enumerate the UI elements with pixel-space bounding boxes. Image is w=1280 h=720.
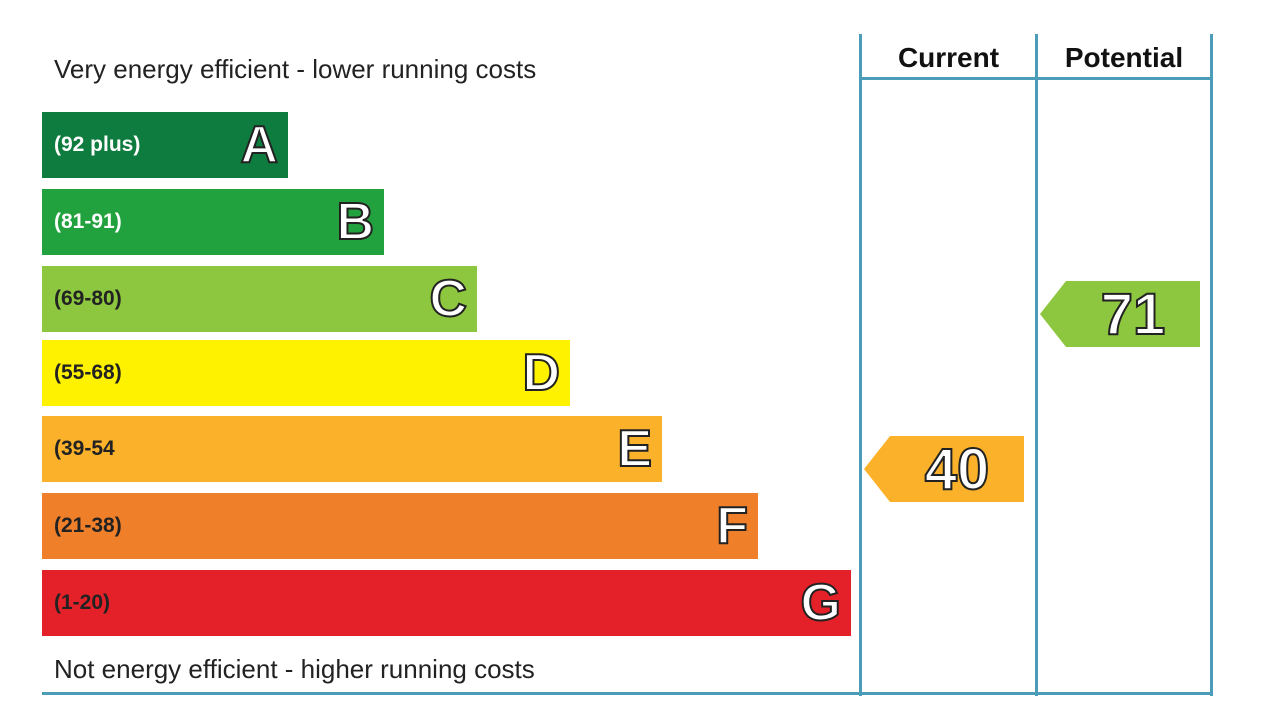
potential-header: Potential [1064,42,1184,73]
arrow-polygon [864,436,1024,502]
divider-right [1210,34,1213,696]
band-a: (92 plus) A [42,112,288,178]
band-b: (81-91) B [42,189,384,255]
arrow-potential: 71 [1040,281,1200,348]
band-range-label: (55-68) [54,361,122,384]
current-header: Current [897,42,1000,73]
band-range-label: (1-20) [54,591,111,614]
arrow-shape [1040,281,1200,347]
divider-left [859,34,862,696]
band-letter: G [800,573,842,633]
band-e: (39-54 E [42,416,662,482]
band-f: (21-38) F [42,493,758,559]
top-caption: Very energy efficient - lower running co… [54,54,537,84]
current-rating-value: 40 [924,436,991,503]
band-range-label: (39-54 [54,437,115,460]
band-letter: E [616,419,653,479]
arrow-polygon [1040,281,1200,347]
band-letter: D [521,343,561,403]
band-range-label: (69-80) [54,287,122,310]
bottom-border [42,692,1213,695]
arrow-shape [864,436,1024,502]
band-letter: F [715,496,749,556]
header-underline [859,77,1213,80]
bottom-caption: Not energy efficient - higher running co… [54,654,535,684]
band-range-label: (81-91) [54,210,122,233]
band-g: (1-20) G [42,570,851,636]
band-letter: C [428,269,468,329]
band-letter: A [239,115,279,175]
band-range-label: (21-38) [54,514,122,537]
potential-rating-value: 71 [1100,281,1167,348]
band-range-label: (92 plus) [54,133,141,156]
band-letter: B [335,192,375,252]
arrow-current: 40 [864,436,1024,503]
band-c: (69-80) C [42,266,477,332]
band-d: (55-68) D [42,340,570,406]
divider-middle [1035,34,1038,696]
